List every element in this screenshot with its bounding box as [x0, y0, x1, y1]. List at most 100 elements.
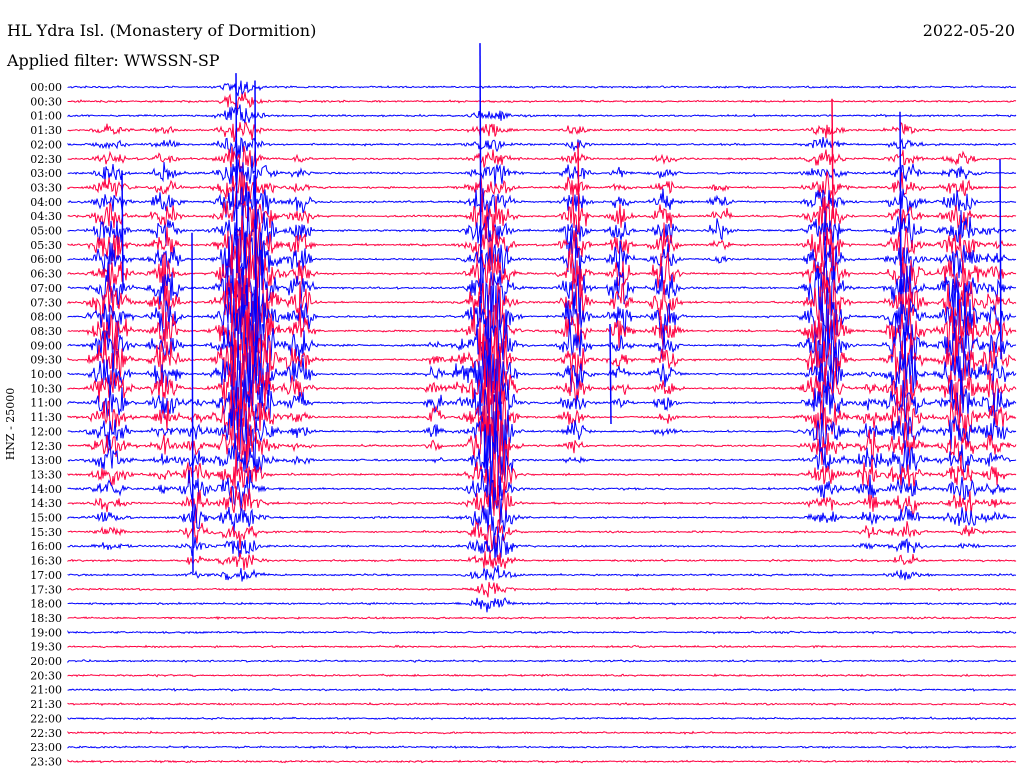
trace-row-1900: [67, 629, 1017, 635]
row-label-1330: 13:30: [30, 468, 62, 481]
row-label-0500: 05:00: [30, 225, 62, 238]
trace-row-2200: [67, 716, 1017, 721]
trace-row-1230: [67, 403, 1017, 495]
row-label-1130: 11:30: [30, 411, 62, 424]
trace-row-1000: [67, 330, 1017, 424]
row-label-0630: 06:30: [30, 268, 62, 281]
trace-row-0500: [67, 191, 1017, 270]
row-label-2130: 21:30: [30, 698, 62, 711]
filter-label: Applied filter: WWSSN-SP: [6, 51, 220, 70]
trace-row-1530: [67, 518, 1017, 552]
row-label-1200: 12:00: [30, 425, 62, 438]
row-label-1930: 19:30: [30, 641, 62, 654]
trace-group: [67, 43, 1017, 764]
trace-row-2100: [67, 687, 1017, 692]
row-label-1830: 18:30: [30, 612, 62, 625]
trace-row-1200: [67, 401, 1017, 485]
trace-row-0030: [67, 91, 1017, 115]
row-label-0730: 07:30: [30, 296, 62, 309]
row-label-0130: 01:30: [30, 124, 62, 137]
trace-row-2330: [67, 759, 1017, 764]
trace-row-0200: [67, 136, 1017, 161]
spike-4: [121, 170, 124, 291]
row-label-1630: 16:30: [30, 555, 62, 568]
trace-row-2230: [67, 730, 1016, 735]
trace-row-1800: [67, 597, 1017, 613]
spike-0: [235, 73, 238, 274]
row-label-0230: 02:30: [30, 153, 62, 166]
row-label-0700: 07:00: [30, 282, 62, 295]
trace-row-0530: [67, 215, 1017, 276]
trace-row-0730: [67, 262, 1017, 352]
trace-row-0130: [67, 121, 1016, 143]
row-label-0600: 06:00: [30, 253, 62, 266]
row-label-0300: 03:00: [30, 167, 62, 180]
row-label-2300: 23:00: [30, 741, 62, 754]
trace-row-2030: [67, 673, 1017, 678]
row-label-1800: 18:00: [30, 598, 62, 611]
row-label-1530: 15:30: [30, 526, 62, 539]
row-label-2230: 22:30: [30, 727, 62, 740]
trace-row-0230: [67, 146, 1017, 170]
spike-3: [479, 43, 482, 304]
trace-row-1700: [67, 565, 1017, 582]
trace-row-1330: [67, 449, 1017, 516]
station-title: HL Ydra Isl. (Monastery of Dormition): [7, 21, 316, 40]
row-label-0030: 00:30: [30, 95, 62, 108]
row-label-1000: 10:00: [30, 368, 62, 381]
spike-2: [191, 232, 194, 573]
row-label-1300: 13:00: [30, 454, 62, 467]
row-label-0330: 03:30: [30, 181, 62, 194]
row-label-0100: 01:00: [30, 110, 62, 123]
row-label-1100: 11:00: [30, 397, 62, 410]
row-label-1700: 17:00: [30, 569, 62, 582]
row-label-0430: 04:30: [30, 210, 62, 223]
row-label-2200: 22:00: [30, 712, 62, 725]
trace-row-0330: [67, 171, 1017, 206]
trace-row-0700: [67, 248, 1017, 321]
spike-8: [999, 159, 1002, 360]
trace-row-1630: [67, 551, 1017, 571]
date-label: 2022-05-20: [923, 21, 1015, 40]
row-label-1230: 12:30: [30, 440, 62, 453]
row-label-0830: 08:30: [30, 325, 62, 338]
trace-row-1400: [67, 460, 1017, 515]
row-label-1400: 14:00: [30, 483, 62, 496]
row-label-1030: 10:30: [30, 382, 62, 395]
row-label-1730: 17:30: [30, 583, 62, 596]
trace-row-1130: [67, 373, 1017, 460]
trace-row-0400: [67, 175, 1017, 222]
row-label-0530: 05:30: [30, 239, 62, 252]
trace-row-1430: [67, 481, 1017, 525]
trace-row-1300: [67, 424, 1017, 497]
trace-row-0430: [67, 191, 1017, 240]
row-label-0200: 02:00: [30, 138, 62, 151]
row-label-2100: 21:00: [30, 684, 62, 697]
trace-row-0800: [67, 265, 1017, 375]
spike-7: [831, 98, 834, 219]
trace-row-1930: [67, 644, 1017, 649]
row-label-2330: 23:30: [30, 755, 62, 768]
row-label-0930: 09:30: [30, 354, 62, 367]
row-label-1500: 15:00: [30, 512, 62, 525]
row-label-0000: 00:00: [30, 81, 62, 94]
trace-row-0600: [67, 229, 1017, 298]
trace-row-2300: [67, 745, 1017, 750]
trace-row-0300: [67, 155, 1017, 187]
row-label-1900: 19:00: [30, 626, 62, 639]
trace-row-2000: [67, 659, 1017, 664]
trace-row-2130: [67, 701, 1016, 707]
trace-row-0830: [67, 293, 1017, 384]
spike-5: [609, 323, 612, 425]
row-label-1430: 14:30: [30, 497, 62, 510]
trace-row-1730: [67, 581, 1017, 598]
row-label-2000: 20:00: [30, 655, 62, 668]
row-label-0900: 09:00: [30, 339, 62, 352]
channel-label: HNZ - 25000: [4, 388, 17, 461]
row-label-0800: 08:00: [30, 311, 62, 324]
spike-1: [254, 80, 257, 381]
trace-row-0630: [67, 229, 1017, 326]
trace-row-0000: [67, 80, 1017, 97]
